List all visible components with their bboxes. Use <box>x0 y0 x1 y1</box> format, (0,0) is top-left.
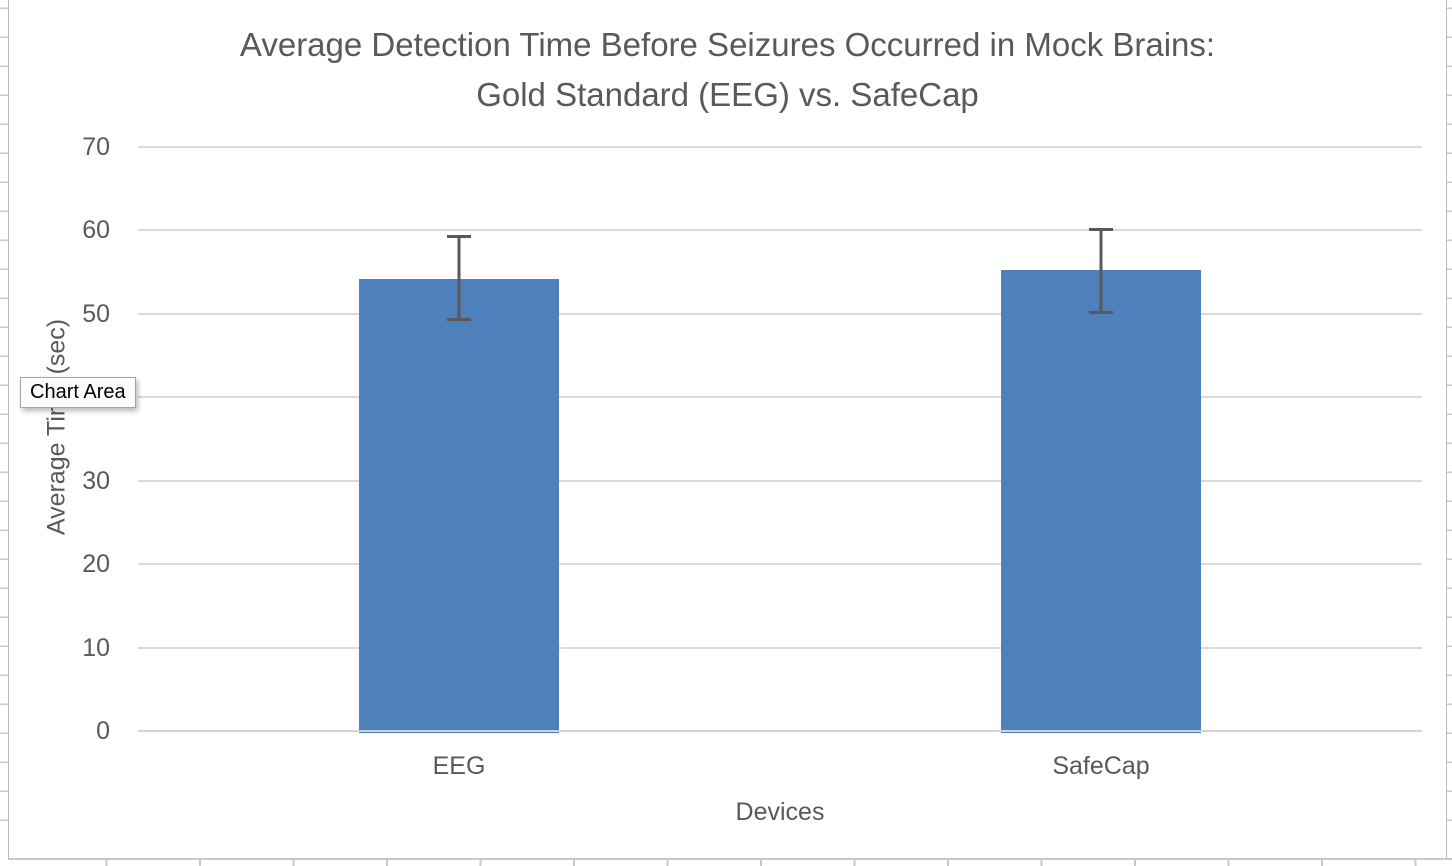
y-tick-label[interactable]: 60 <box>82 216 110 245</box>
y-tick-label[interactable]: 10 <box>82 633 110 662</box>
y-tick-label[interactable]: 20 <box>82 550 110 579</box>
gridline <box>138 396 1422 399</box>
chart-title-line2: Gold Standard (EEG) vs. SafeCap <box>476 76 979 113</box>
gridline <box>138 479 1422 482</box>
gridline <box>138 312 1422 315</box>
y-tick-label[interactable]: 0 <box>96 717 110 745</box>
error-bar-cap <box>1089 227 1113 231</box>
y-tick-label[interactable]: 30 <box>82 466 110 495</box>
bar-eeg[interactable] <box>359 278 559 733</box>
chart-area[interactable]: Average Detection Time Before Seizures O… <box>9 0 1446 858</box>
error-bar-cap <box>447 318 471 322</box>
error-bar-stem <box>1099 227 1103 314</box>
gridline <box>138 563 1422 566</box>
plot-area[interactable]: 010203040506070EEGSafeCap <box>9 0 1446 858</box>
worksheet-edge-right <box>1446 0 1452 864</box>
chart-title[interactable]: Average Detection Time Before Seizures O… <box>9 20 1446 120</box>
gridline <box>138 145 1422 148</box>
chart-title-line1: Average Detection Time Before Seizures O… <box>239 26 1216 63</box>
worksheet-edge-bottom <box>8 858 1452 866</box>
gridline <box>138 646 1422 649</box>
gridline <box>138 229 1422 232</box>
y-tick-label[interactable]: 50 <box>82 299 110 328</box>
error-bar-cap <box>447 235 471 239</box>
x-category-label-safecap[interactable]: SafeCap <box>1052 752 1150 780</box>
error-bar-safecap[interactable] <box>1089 227 1113 314</box>
tooltip-label: Chart Area <box>30 381 126 403</box>
bar-safecap[interactable] <box>1001 270 1201 733</box>
x-category-label-eeg[interactable]: EEG <box>432 752 486 780</box>
y-tick-label[interactable]: 70 <box>82 132 110 161</box>
y-axis-title[interactable]: Average Time (sec) <box>42 318 71 536</box>
chart-area-tooltip: Chart Area <box>20 377 136 408</box>
x-axis-line <box>138 730 1422 732</box>
x-axis-title[interactable]: Devices <box>735 798 825 826</box>
worksheet-edge-left <box>0 0 9 864</box>
error-bar-eeg[interactable] <box>447 235 471 322</box>
error-bar-stem <box>457 235 461 322</box>
error-bar-cap <box>1089 310 1113 314</box>
